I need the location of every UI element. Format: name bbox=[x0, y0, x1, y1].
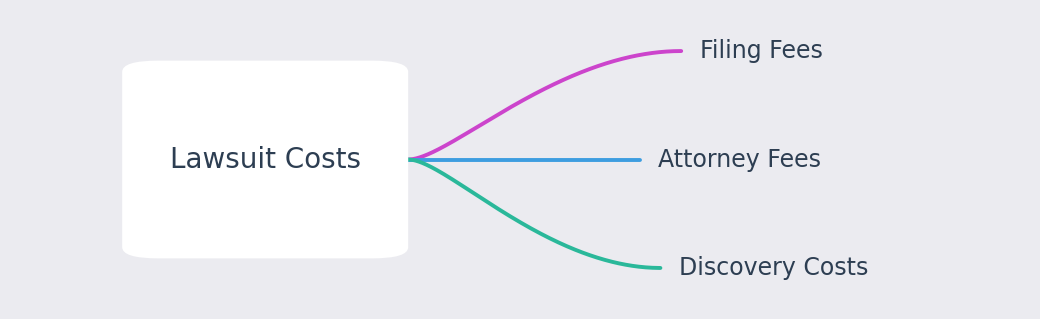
Text: Lawsuit Costs: Lawsuit Costs bbox=[170, 145, 361, 174]
Text: Discovery Costs: Discovery Costs bbox=[679, 256, 868, 280]
Text: Attorney Fees: Attorney Fees bbox=[658, 147, 822, 172]
Text: Filing Fees: Filing Fees bbox=[700, 39, 823, 63]
FancyBboxPatch shape bbox=[123, 61, 408, 258]
